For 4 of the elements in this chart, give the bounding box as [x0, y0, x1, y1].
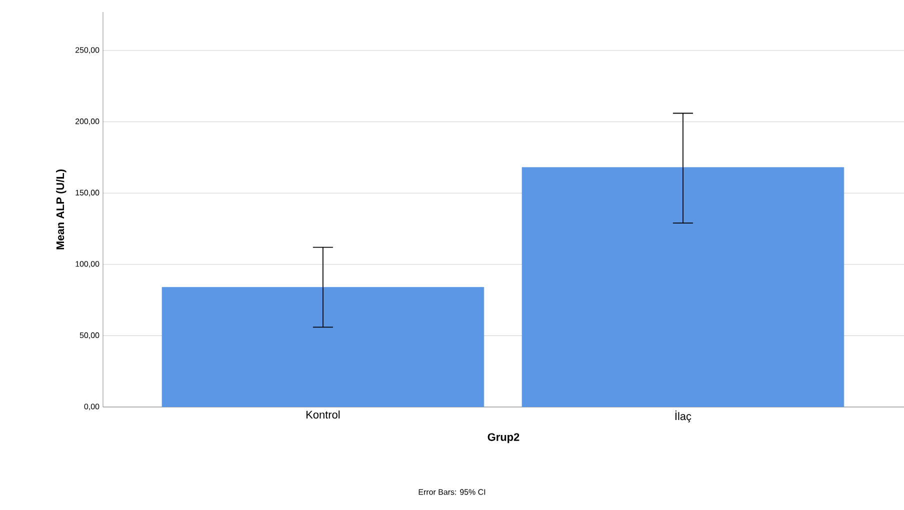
y-axis-title: Mean ALP (U/L): [56, 170, 66, 250]
x-tick-label: İlaç: [675, 410, 692, 422]
x-tick-label: Kontrol: [306, 410, 340, 419]
x-axis-title: Grup2: [488, 433, 520, 444]
